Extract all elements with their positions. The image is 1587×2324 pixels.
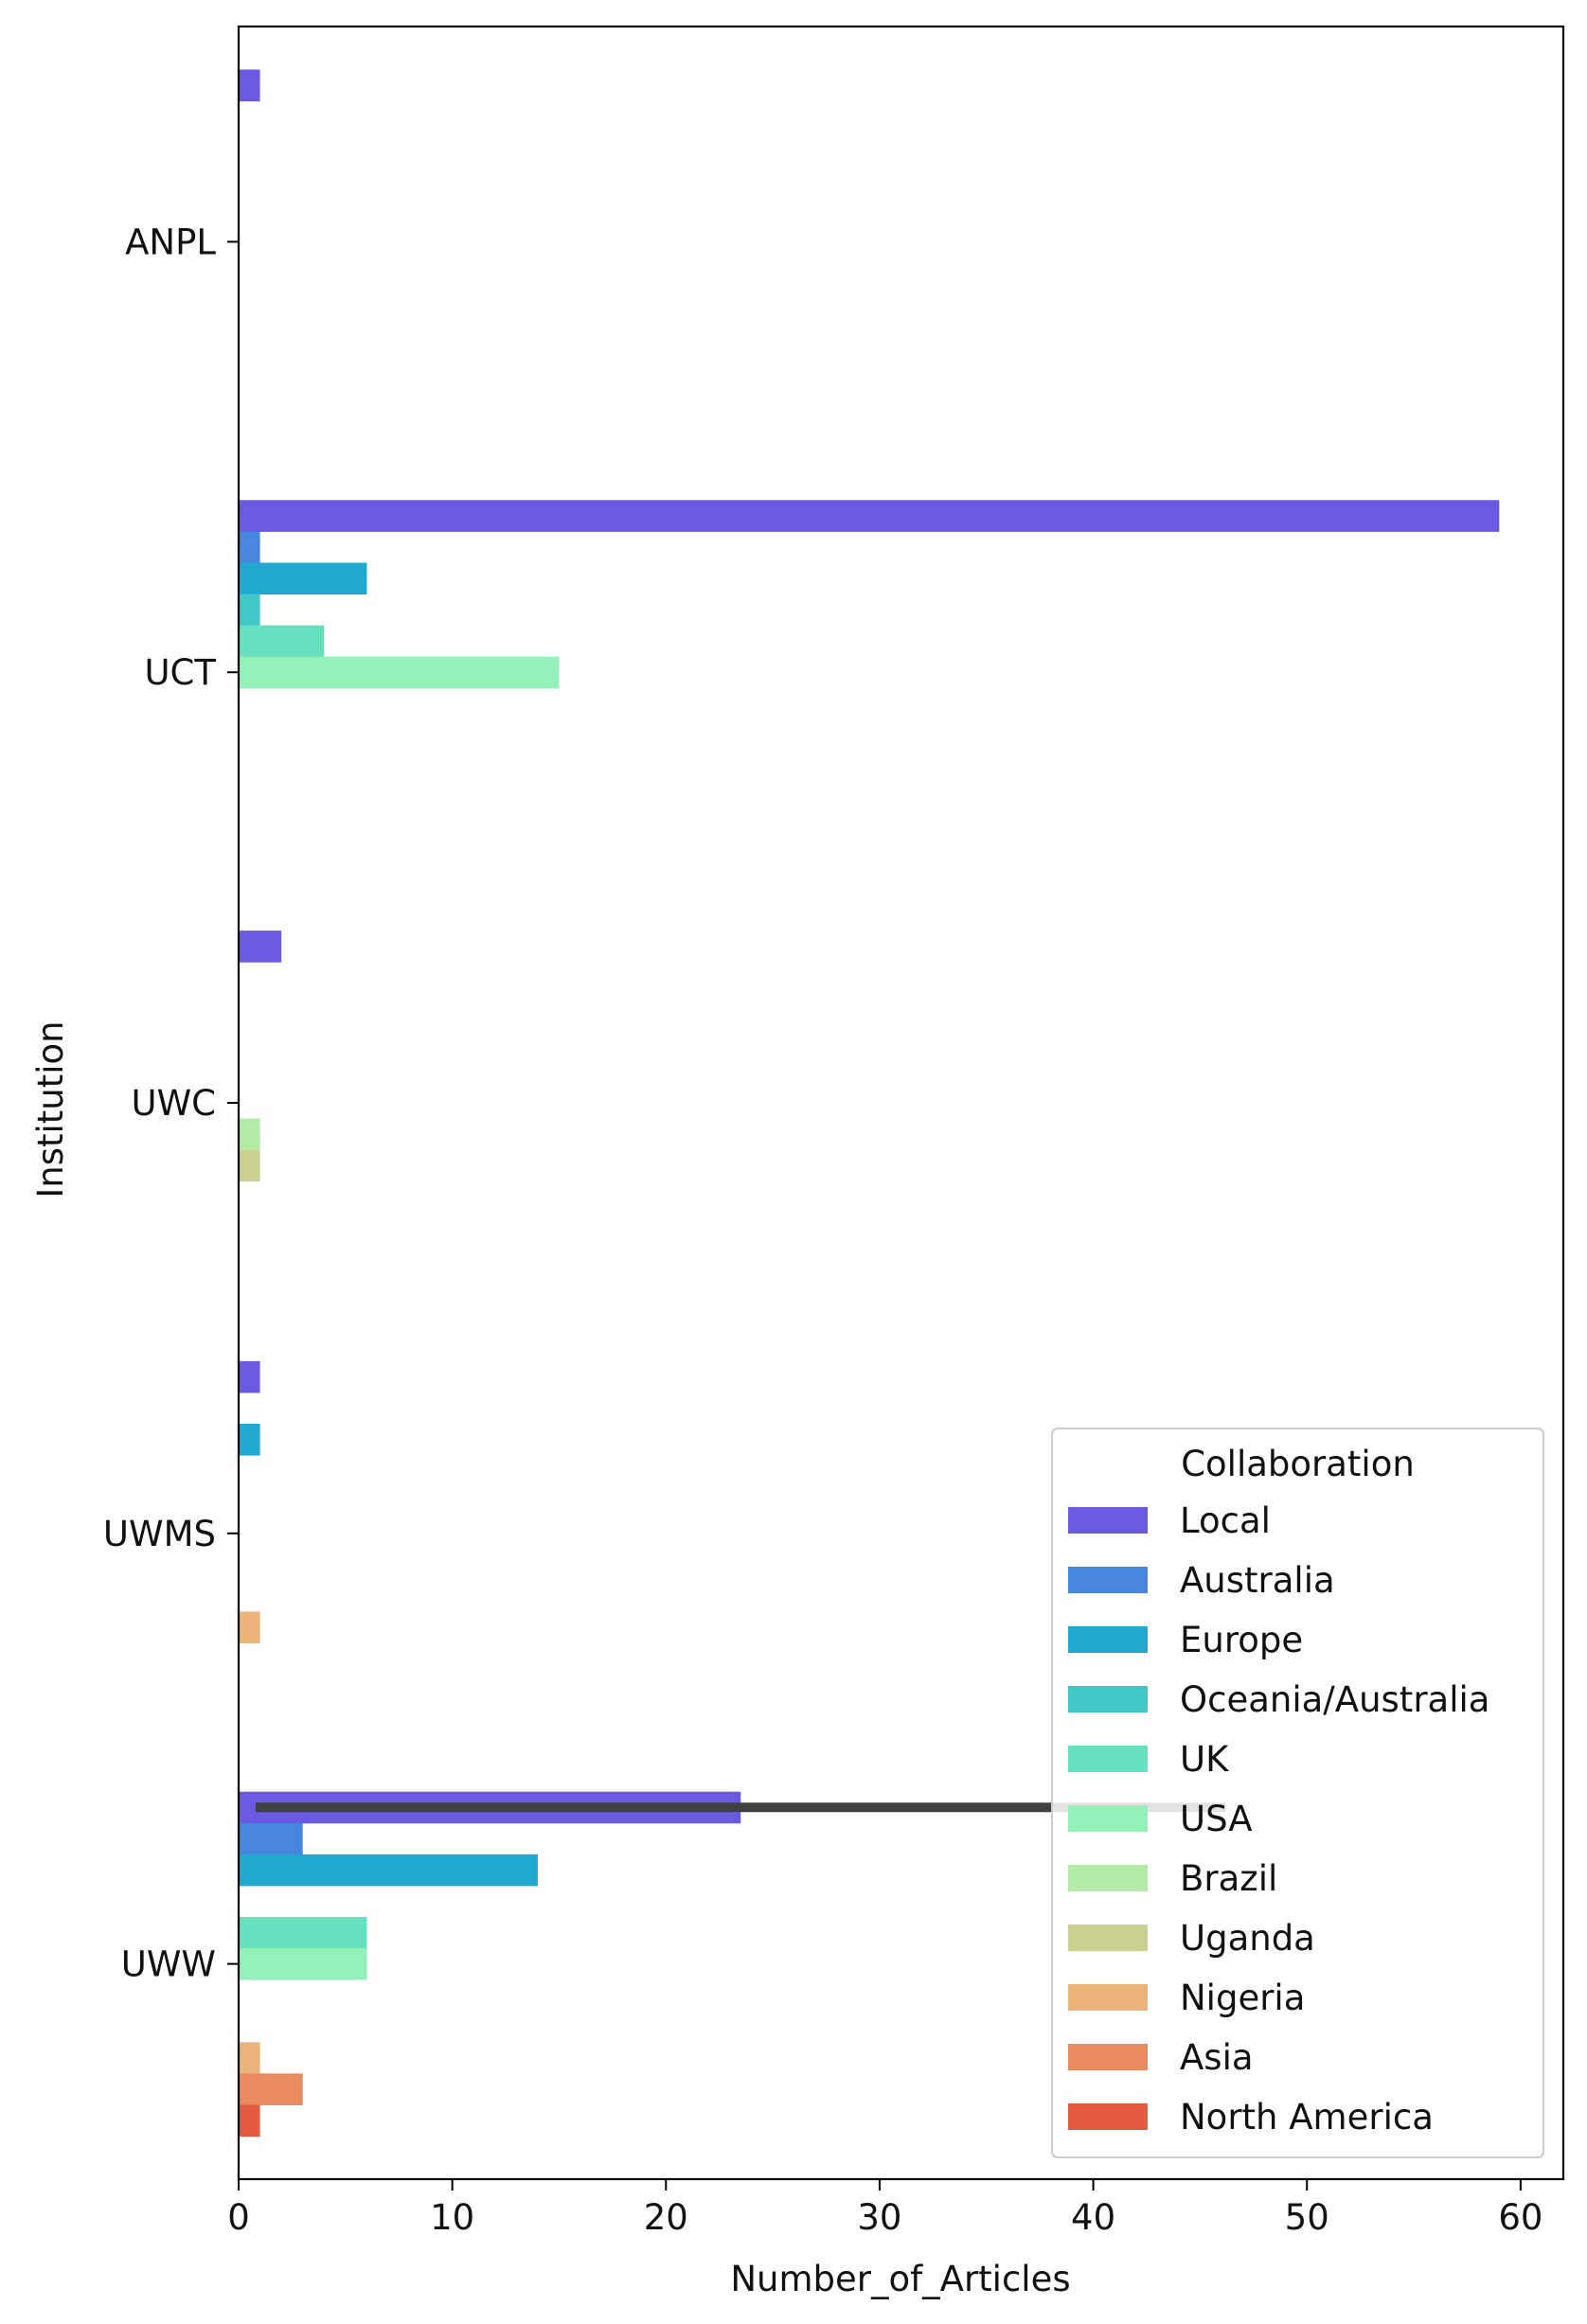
- y-axis: ANPL UCT UWC UWMS UWW: [103, 222, 239, 1985]
- legend-swatch: [1068, 1865, 1148, 1891]
- bar-uct-uk: [239, 625, 325, 658]
- bar-uct-australia: [239, 531, 260, 563]
- bar-uwc-local: [239, 931, 282, 963]
- bar-uwms-nigeria: [239, 1611, 260, 1644]
- x-tick-label: 10: [430, 2197, 474, 2238]
- bar-uww-usa: [239, 1948, 367, 1980]
- legend-swatch: [1068, 1507, 1148, 1534]
- bar-uct-usa: [239, 656, 560, 689]
- bar-uct-europe: [239, 562, 367, 595]
- legend-label: Nigeria: [1180, 1978, 1305, 2018]
- legend-label: Oceania/Australia: [1180, 1679, 1489, 1720]
- bar-uwc-brazil: [239, 1118, 260, 1151]
- legend: Collaboration Local Australia Europe Oceania…: [1051, 1428, 1544, 2158]
- legend-label: USA: [1180, 1799, 1253, 1839]
- y-tick-label: UWW: [121, 1944, 216, 1985]
- bars-layer: [239, 69, 1500, 2138]
- x-axis-label: Number_of_Articles: [730, 2259, 1070, 2299]
- x-tick-label: 30: [857, 2197, 901, 2238]
- x-axis: 0 10 20 30 40 50 60: [227, 2179, 1542, 2238]
- y-tick-label: UWMS: [103, 1514, 216, 1554]
- legend-swatch: [1068, 1686, 1148, 1712]
- x-tick-label: 40: [1071, 2197, 1115, 2238]
- legend-frame: [1051, 1428, 1544, 2158]
- legend-label: Uganda: [1180, 1918, 1315, 1959]
- legend-label: Australia: [1180, 1560, 1335, 1601]
- x-tick-label: 0: [227, 2197, 250, 2238]
- legend-swatch: [1068, 1567, 1148, 1593]
- x-tick-label: 50: [1285, 2197, 1329, 2238]
- bar-uww-uk: [239, 1916, 367, 1949]
- legend-label: Local: [1180, 1500, 1271, 1541]
- legend-swatch: [1068, 2044, 1148, 2070]
- bar-uwms-local: [239, 1360, 260, 1393]
- legend-swatch: [1068, 1805, 1148, 1832]
- legend-label: Brazil: [1180, 1858, 1277, 1899]
- bar-uww-australia: [239, 1822, 303, 1855]
- bar-anpl-local: [239, 69, 260, 102]
- legend-label: Europe: [1180, 1620, 1303, 1660]
- legend-title: Collaboration: [1181, 1444, 1415, 1484]
- legend-label: UK: [1180, 1739, 1230, 1780]
- y-tick-label: UCT: [144, 652, 216, 693]
- x-tick-label: 60: [1498, 2197, 1542, 2238]
- x-tick-label: 20: [644, 2197, 688, 2238]
- y-axis-label: Institution: [30, 1020, 71, 1197]
- legend-swatch: [1068, 1984, 1148, 2011]
- legend-swatch: [1068, 1626, 1148, 1653]
- legend-label: North America: [1180, 2097, 1434, 2138]
- bar-uww-north-america: [239, 2104, 260, 2138]
- bar-uww-europe: [239, 1854, 538, 1887]
- legend-label: Asia: [1180, 2037, 1254, 2078]
- y-tick-label: UWC: [131, 1083, 216, 1124]
- bar-uwms-europe: [239, 1424, 260, 1456]
- bar-uww-nigeria: [239, 2042, 260, 2074]
- legend-swatch: [1068, 1925, 1148, 1951]
- bar-uct-oceania-australia: [239, 594, 260, 627]
- y-tick-label: ANPL: [125, 222, 216, 262]
- bar-uwc-uganda: [239, 1149, 260, 1182]
- legend-swatch: [1068, 1746, 1148, 1772]
- bar-uww-asia: [239, 2073, 303, 2105]
- legend-swatch: [1068, 2103, 1148, 2130]
- bar-uct-local: [239, 500, 1500, 532]
